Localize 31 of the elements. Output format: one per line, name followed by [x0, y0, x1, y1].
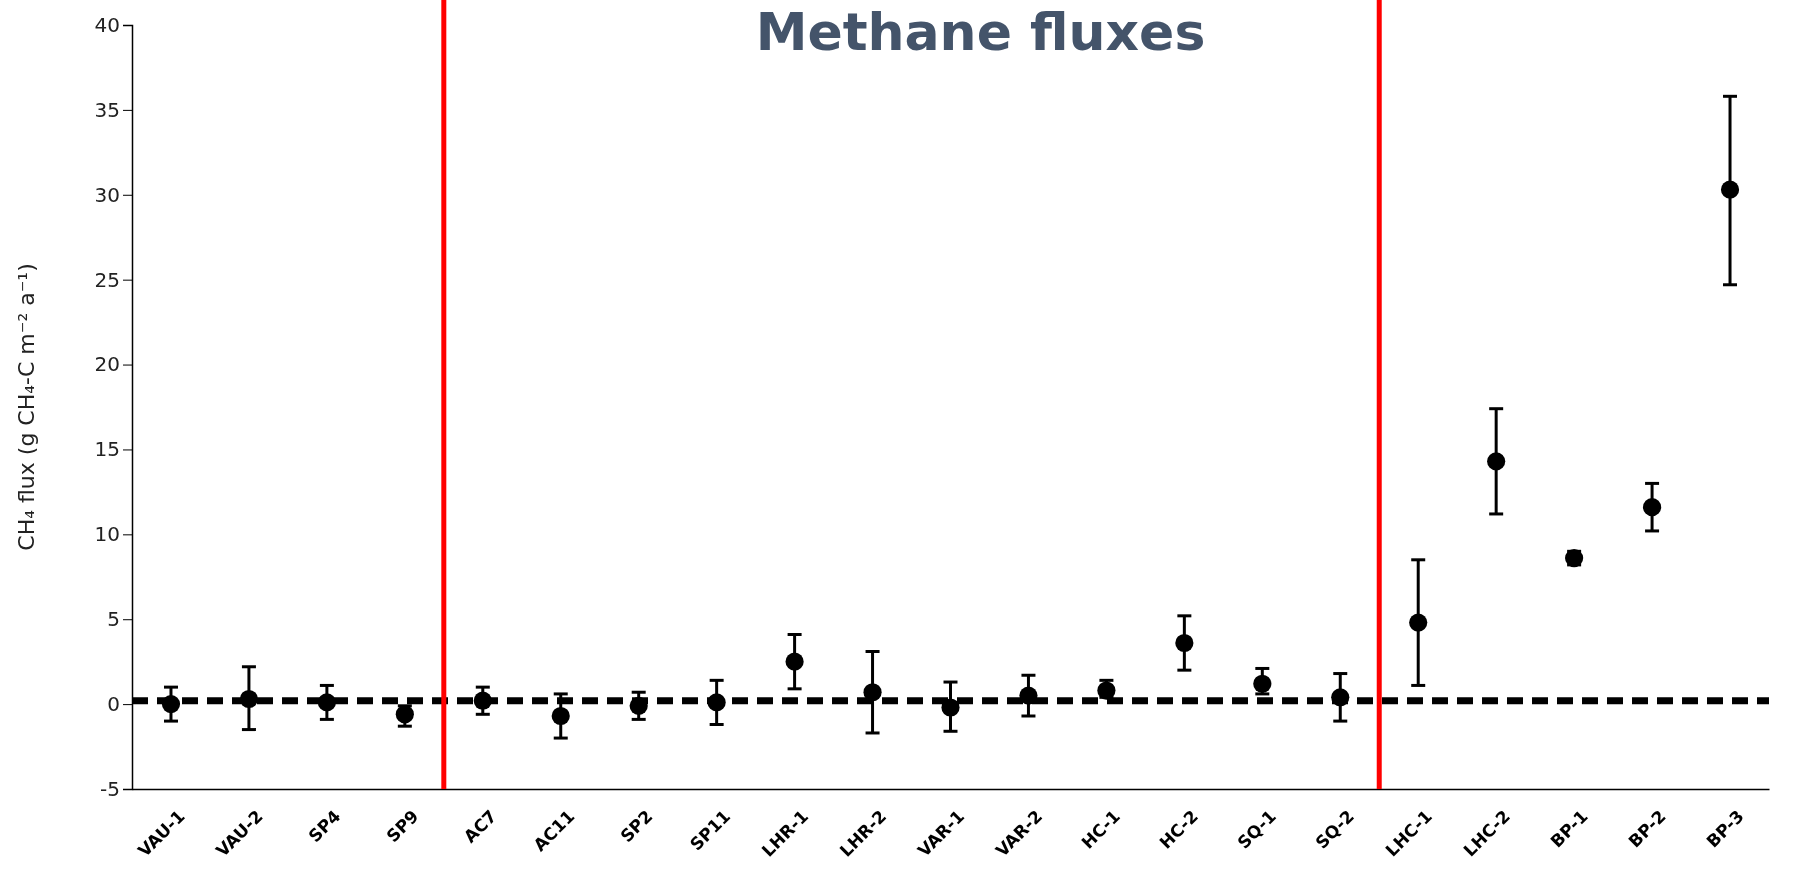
y-tick-label: 20: [94, 352, 120, 377]
point: [941, 698, 960, 717]
point: [1720, 180, 1740, 199]
y-tick-label: 35: [94, 97, 120, 122]
y-tick-label: 40: [94, 12, 120, 37]
y-tick-label: 5: [107, 607, 120, 632]
y-tick-label: 0: [107, 692, 120, 717]
point: [1253, 674, 1272, 693]
y-tick-label: -5: [100, 776, 120, 801]
chart-title: Methane fluxes: [755, 2, 1206, 62]
point: [629, 696, 648, 715]
point: [161, 695, 181, 714]
point: [1487, 452, 1506, 471]
y-tick-label: 15: [94, 437, 120, 462]
y-tick-label: 10: [94, 522, 120, 547]
point: [707, 693, 726, 712]
point: [395, 705, 414, 724]
point: [1019, 686, 1038, 705]
y-tick-label: 25: [94, 267, 120, 292]
point: [551, 706, 570, 726]
point: [1642, 498, 1662, 517]
y-axis-title: CH₄ flux (g CH₄-C m⁻² a⁻¹): [14, 263, 39, 551]
point: [239, 689, 259, 709]
point: [473, 691, 492, 710]
point: [785, 652, 804, 671]
point: [1331, 688, 1350, 707]
point: [863, 683, 882, 702]
point: [1409, 613, 1428, 632]
point: [317, 693, 336, 712]
point: [1175, 633, 1194, 653]
y-tick-label: 30: [94, 182, 120, 207]
